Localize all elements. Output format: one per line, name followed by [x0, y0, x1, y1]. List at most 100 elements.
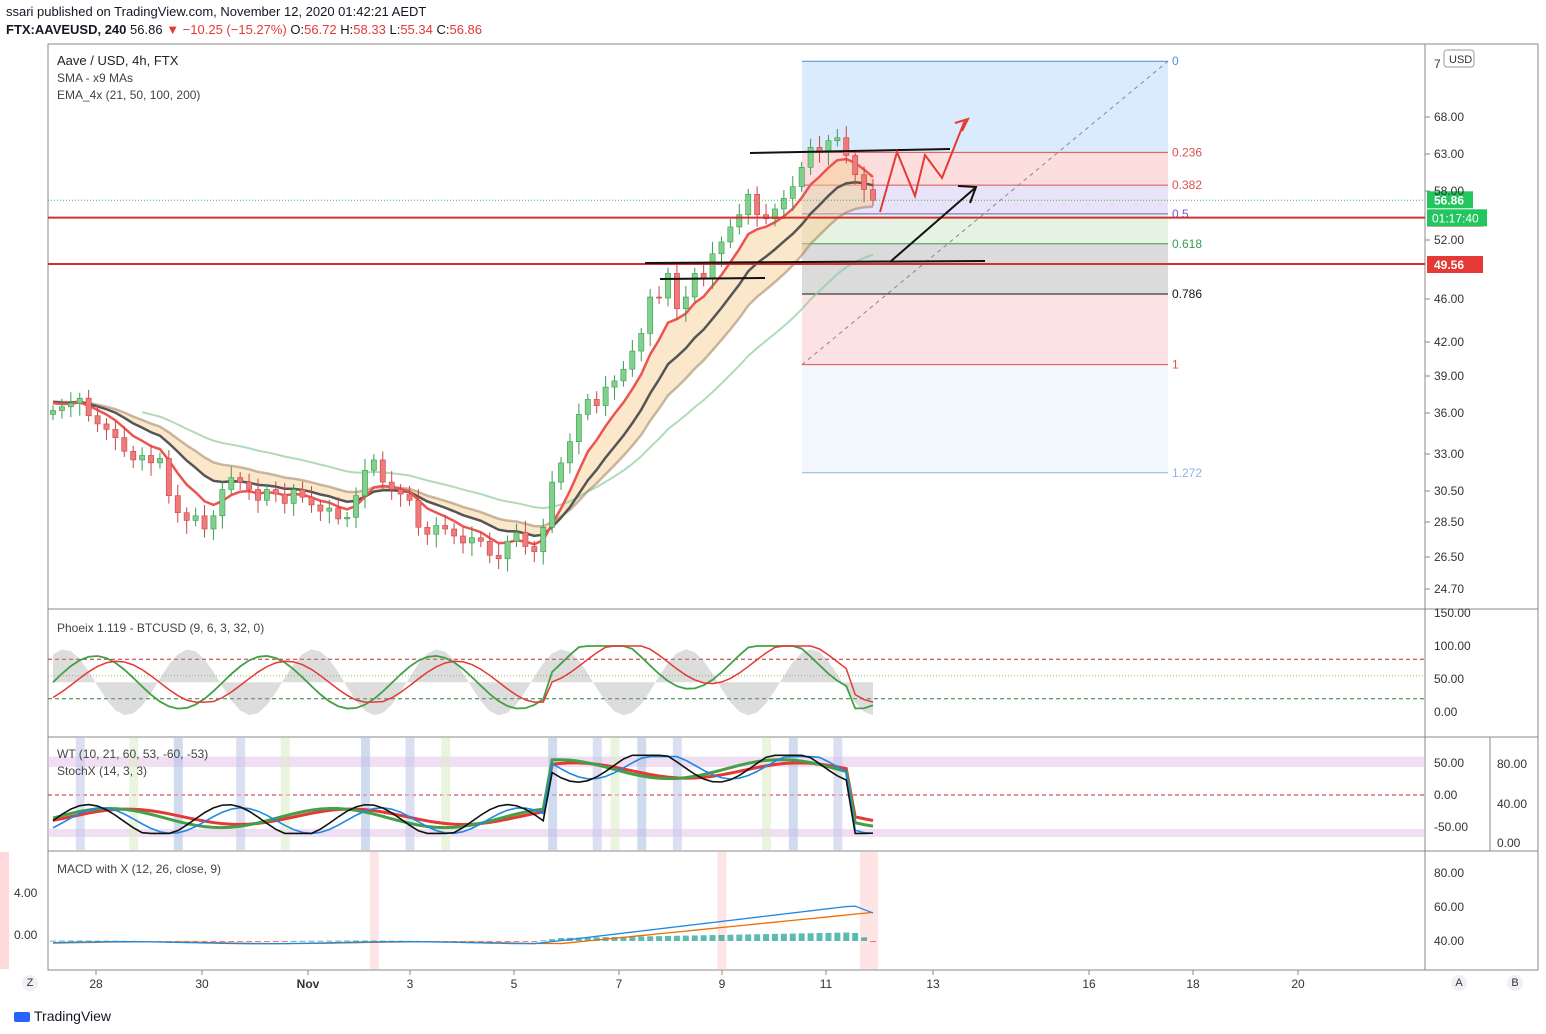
phoeix-shade — [53, 649, 873, 716]
candle-body — [201, 515, 208, 530]
projected-path-red — [879, 119, 966, 213]
time-axis[interactable]: 28 30 Nov 3 5 7 9 11 13 16 18 20 — [89, 970, 1305, 991]
candle-body — [228, 477, 235, 490]
stoch-k-line — [52, 758, 874, 830]
candle-body — [424, 526, 431, 535]
low-label: L: — [389, 22, 401, 37]
price-tick-label: 26.50 — [1434, 550, 1464, 564]
wt-signal-band — [173, 738, 183, 850]
published-line: ssari published on TradingView.com, Nove… — [6, 4, 427, 19]
candle-body — [344, 517, 351, 520]
time-tick-label: 30 — [195, 977, 209, 991]
phoeix-green-line — [52, 645, 874, 710]
projected-arrow-black-head — [957, 185, 978, 204]
timezone-button[interactable]: Z — [22, 975, 38, 991]
wt-signal-band — [548, 738, 558, 850]
candle-body — [326, 507, 333, 512]
candle-body — [94, 415, 101, 425]
macd-histogram-bar — [272, 941, 279, 942]
macd-histogram-bar — [94, 940, 101, 942]
candle-body — [237, 477, 244, 483]
macd-histogram-bar — [691, 935, 698, 941]
macd-right-tick-label: 60.00 — [1434, 900, 1464, 914]
time-tick-label: 20 — [1291, 977, 1305, 991]
candle-body — [406, 493, 413, 501]
time-tick-label: 13 — [926, 977, 940, 991]
macd-histogram-bar — [647, 936, 654, 941]
brand-text: TradingView — [34, 1008, 112, 1024]
macd-histogram-bar — [638, 936, 645, 941]
price-axis[interactable]: 68.00 63.00 58.00 52.00 46.00 42.00 39.00 36.00… — [1425, 57, 1464, 596]
candle-body — [825, 140, 832, 153]
legend-ema: EMA_4x (21, 50, 100, 200) — [57, 88, 200, 102]
candle-body — [558, 462, 564, 483]
macd-histogram-bar — [709, 935, 716, 941]
macd-histogram-bar — [540, 940, 547, 942]
countdown-tag-label: 01:17:40 — [1432, 211, 1479, 225]
footer-brand[interactable]: TradingView — [14, 1008, 111, 1024]
price-tick-label: 68.00 — [1434, 110, 1464, 124]
candle-body — [629, 350, 636, 370]
wt2-line — [52, 755, 874, 835]
time-tick-label: 28 — [89, 977, 103, 991]
macd-histogram-bar — [807, 933, 814, 941]
macd-histogram-bar — [468, 941, 475, 942]
candle-body — [780, 198, 787, 210]
candle-body — [397, 489, 404, 495]
last-price-tag-label: 56.86 — [1434, 193, 1464, 207]
close-label: C: — [436, 22, 450, 37]
macd-histogram-bar — [620, 936, 627, 941]
currency-label: USD — [1449, 54, 1472, 66]
candle-body — [789, 186, 796, 199]
price-tick-label: 42.00 — [1434, 335, 1464, 349]
fib-level-label: 1 — [1172, 358, 1179, 372]
wt-tick-label: -50.00 — [1434, 820, 1468, 834]
price-tick-label: 63.00 — [1434, 147, 1464, 161]
macd-histogram-bar — [85, 940, 92, 942]
support-trendline — [644, 260, 986, 264]
candle-body — [103, 423, 110, 430]
candle-body — [638, 333, 645, 352]
macd-histogram-bar — [780, 933, 787, 941]
candle-body — [469, 537, 475, 544]
candle-body — [272, 489, 279, 495]
macd-histogram-bar — [870, 941, 876, 942]
macd-histogram-bar — [834, 932, 841, 941]
candle-body — [112, 429, 119, 438]
ema-ribbon — [52, 157, 874, 546]
auto-scale-button[interactable]: A — [1451, 975, 1467, 991]
macd-histogram-bar — [861, 937, 868, 941]
fib-level-label: 0.5 — [1172, 207, 1189, 221]
symbol-ohlc-line: FTX:AAVEUSD, 240 56.86 ▼ −10.25 (−15.27%… — [6, 22, 482, 37]
macd-histogram-bar — [727, 934, 734, 941]
candle-body — [165, 458, 172, 496]
fib-level-label: 0.236 — [1172, 145, 1202, 159]
projected-path-arrowhead — [954, 117, 970, 132]
candle-body — [754, 193, 761, 215]
candle-body — [388, 481, 395, 490]
price-tick-label: 33.00 — [1434, 447, 1464, 461]
candle-body — [299, 489, 306, 498]
candle-body — [50, 410, 56, 415]
currency-button[interactable] — [1443, 49, 1475, 68]
candle-body — [843, 137, 850, 156]
wt-signal-band — [637, 738, 647, 850]
fib-level-label: 1.272 — [1172, 466, 1202, 480]
candle-body — [139, 455, 146, 461]
candle-body — [219, 489, 226, 517]
macd-histogram-bar — [736, 934, 743, 941]
candle-body — [495, 554, 502, 560]
legend-sma: SMA - x9 MAs — [57, 71, 133, 85]
macd-histogram-bar — [353, 940, 360, 942]
time-tick-label: 5 — [511, 977, 518, 991]
b-button[interactable]: B — [1507, 975, 1523, 991]
macd-right-tick-label: 80.00 — [1434, 866, 1464, 880]
candle-body — [807, 147, 814, 168]
macd-histogram-bar — [673, 935, 680, 941]
fib-level-label: 0.382 — [1172, 178, 1202, 192]
candle-body — [549, 481, 556, 528]
candle-body — [317, 504, 324, 512]
candle-body — [451, 528, 457, 537]
macd-histogram-bar — [513, 941, 520, 942]
